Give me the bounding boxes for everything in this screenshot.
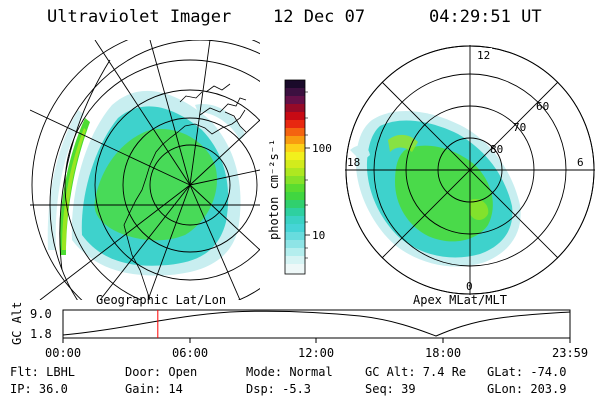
image-time: 04:29:51 UT xyxy=(429,7,542,27)
color-bar: 100 10 photon cm⁻²s⁻¹ xyxy=(267,79,332,275)
aurora-intensity-left xyxy=(47,90,245,276)
glon-readout: GLon: 203.9 xyxy=(487,382,567,396)
colorbar-tick-100: 100 xyxy=(312,142,332,155)
colorbar-unit-label: photon cm⁻²s⁻¹ xyxy=(267,139,281,240)
altitude-plot: GC Alt 9.0 1.8 00:00 06:00 12:00 18:00 2… xyxy=(10,302,588,360)
gc-alt-readout: GC Alt: 7.4 Re xyxy=(365,365,467,379)
ip-readout: IP: 36.0 xyxy=(10,382,68,396)
mlt-label-0: 0 xyxy=(466,280,473,293)
door-readout: Door: Open xyxy=(125,365,198,379)
mlat-label-70: 70 xyxy=(513,121,526,134)
time-tick-1200: 12:00 xyxy=(298,346,334,360)
time-tick-0600: 06:00 xyxy=(172,346,208,360)
coastline xyxy=(123,83,247,300)
altitude-curve xyxy=(62,310,571,337)
filter-readout: Flt: LBHL xyxy=(10,365,76,379)
instrument-title: Ultraviolet Imager xyxy=(47,7,232,27)
altitude-max-label: 9.0 xyxy=(30,307,52,321)
seq-readout: Seq: 39 xyxy=(365,382,416,396)
limb-arc xyxy=(59,59,111,271)
mode-readout: Mode: Normal xyxy=(246,365,333,379)
colorbar-tick-10: 10 xyxy=(312,229,325,242)
time-tick-2359: 23:59 xyxy=(552,346,588,360)
mlt-label-12: 12 xyxy=(477,49,490,62)
gain-readout: Gain: 14 xyxy=(125,382,183,396)
glat-readout: GLat: -74.0 xyxy=(487,365,567,379)
mlt-label-6: 6 xyxy=(577,156,584,169)
geographic-image xyxy=(30,40,260,300)
time-tick-1800: 18:00 xyxy=(425,346,461,360)
dsp-readout: Dsp: -5.3 xyxy=(246,382,312,396)
image-date: 12 Dec 07 xyxy=(273,7,366,27)
geo-grid xyxy=(30,40,260,300)
time-tick-0000: 00:00 xyxy=(45,346,81,360)
altitude-min-label: 1.8 xyxy=(30,327,52,341)
geographic-caption: Geographic Lat/Lon xyxy=(96,293,227,307)
magnetic-polar-plot: 12 18 6 0 60 70 80 xyxy=(345,45,595,295)
mlat-label-80: 80 xyxy=(490,143,503,156)
mlt-label-18: 18 xyxy=(347,156,360,169)
altitude-axis-label: GC Alt xyxy=(10,302,24,345)
mlat-label-60: 60 xyxy=(536,100,549,113)
apex-caption: Apex MLat/MLT xyxy=(413,293,507,307)
